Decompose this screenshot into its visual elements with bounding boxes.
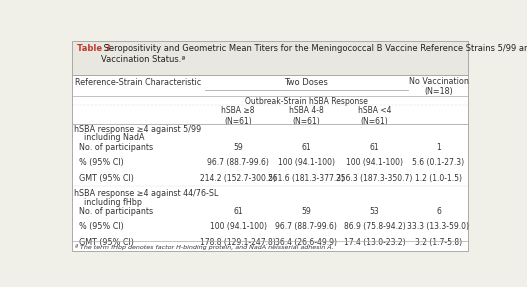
Text: 100 (94.1-100): 100 (94.1-100) [346,158,403,167]
Text: 3.2 (1.7-5.8): 3.2 (1.7-5.8) [415,238,462,247]
Text: 61: 61 [370,143,379,152]
Text: 214.2 (152.7-300.5): 214.2 (152.7-300.5) [200,174,276,183]
Text: including NadA: including NadA [74,133,145,142]
Text: 1.2 (1.0-1.5): 1.2 (1.0-1.5) [415,174,462,183]
Text: hSBA response ≥4 against 5/99: hSBA response ≥4 against 5/99 [74,125,202,134]
Text: Table 3.: Table 3. [77,44,114,53]
Text: 100 (94.1-100): 100 (94.1-100) [210,222,267,231]
Text: 61: 61 [233,207,243,216]
Text: No. of participants: No. of participants [80,207,153,216]
Text: 59: 59 [233,143,243,152]
Text: hSBA response ≥4 against 44/76-SL: hSBA response ≥4 against 44/76-SL [74,189,219,198]
Text: Seropositivity and Geometric Mean Titers for the Meningococcal B Vaccine Referen: Seropositivity and Geometric Mean Titers… [101,44,527,64]
Text: 53: 53 [370,207,379,216]
Text: Two Doses: Two Doses [285,77,328,87]
Bar [72,41,468,75]
Text: 261.6 (181.3-377.3): 261.6 (181.3-377.3) [268,174,345,183]
Text: 256.3 (187.3-350.7): 256.3 (187.3-350.7) [336,174,413,183]
Text: hSBA 4-8
(N=61): hSBA 4-8 (N=61) [289,106,324,126]
Text: 96.7 (88.7-99.6): 96.7 (88.7-99.6) [276,222,337,231]
Text: 6: 6 [436,207,441,216]
Text: 36.4 (26.6-49.9): 36.4 (26.6-49.9) [276,238,337,247]
Text: 17.4 (13.0-23.2): 17.4 (13.0-23.2) [344,238,405,247]
Text: 86.9 (75.8-94.2): 86.9 (75.8-94.2) [344,222,405,231]
Text: including fHbp: including fHbp [74,197,142,207]
Text: Outbreak-Strain hSBA Response: Outbreak-Strain hSBA Response [245,97,368,106]
Text: No Vaccination
(N=18): No Vaccination (N=18) [408,77,469,96]
Text: 61: 61 [301,143,311,152]
Text: ª The term fHbp denotes factor H-binding protein, and NadA neisserial adhesin A.: ª The term fHbp denotes factor H-binding… [75,244,334,250]
Text: 59: 59 [301,207,311,216]
Text: 178.8 (129.1-247.8): 178.8 (129.1-247.8) [200,238,276,247]
Text: % (95% CI): % (95% CI) [80,222,124,231]
Text: Reference-Strain Characteristic: Reference-Strain Characteristic [75,77,201,87]
Text: 100 (94.1-100): 100 (94.1-100) [278,158,335,167]
Text: 5.6 (0.1-27.3): 5.6 (0.1-27.3) [413,158,464,167]
Text: hSBA <4
(N=61): hSBA <4 (N=61) [358,106,392,126]
Text: 96.7 (88.7-99.6): 96.7 (88.7-99.6) [207,158,269,167]
Text: GMT (95% CI): GMT (95% CI) [80,174,134,183]
Text: % (95% CI): % (95% CI) [80,158,124,167]
Text: 1: 1 [436,143,441,152]
Text: 33.3 (13.3-59.0): 33.3 (13.3-59.0) [407,222,470,231]
Bar [72,41,468,75]
Text: No. of participants: No. of participants [80,143,153,152]
Text: GMT (95% CI): GMT (95% CI) [80,238,134,247]
Text: hSBA ≥8
(N=61): hSBA ≥8 (N=61) [221,106,255,126]
